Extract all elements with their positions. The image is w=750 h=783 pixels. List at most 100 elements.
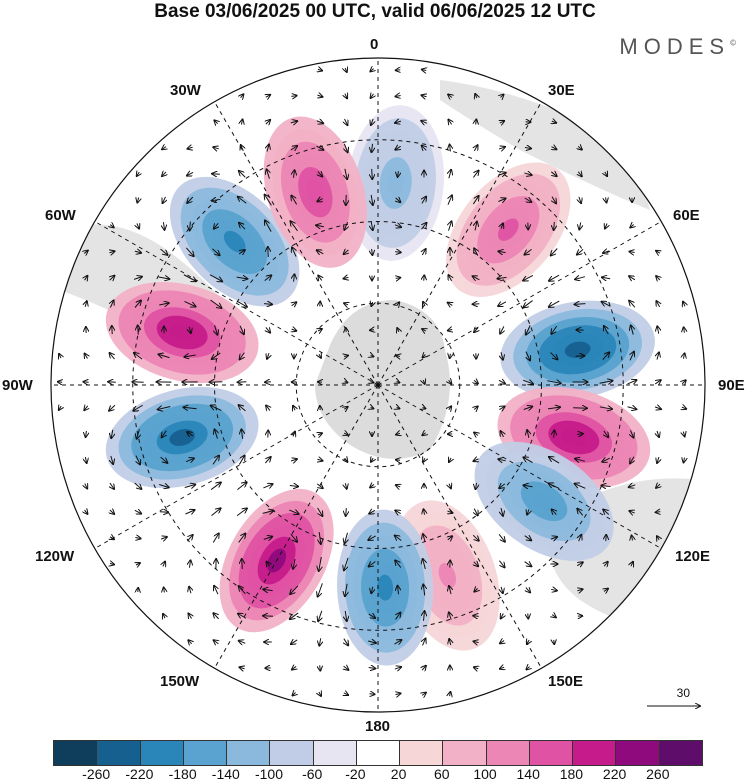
wind-arrow xyxy=(552,196,556,204)
wind-arrow xyxy=(345,118,348,125)
wind-arrow xyxy=(293,559,295,569)
wind-arrow xyxy=(318,610,322,621)
wind-arrow xyxy=(189,326,191,333)
wind-arrow xyxy=(500,121,504,123)
wind-arrow xyxy=(629,511,634,513)
colorbar-swatch xyxy=(573,741,617,765)
wind-arrow xyxy=(422,639,425,646)
wind-arrow xyxy=(473,459,478,461)
wind-arrow xyxy=(448,94,452,97)
wind-arrow xyxy=(290,533,297,542)
wind-arrow xyxy=(163,222,164,230)
wind-arrow xyxy=(422,146,427,151)
wind-arrow xyxy=(263,537,272,540)
wind-arrow xyxy=(421,95,426,96)
wind-arrow xyxy=(240,352,245,360)
wind-arrow xyxy=(449,170,451,179)
wind-arrow xyxy=(575,459,586,462)
wind-arrow xyxy=(214,120,217,123)
wind-arrow xyxy=(371,586,372,593)
wind-arrow xyxy=(184,485,196,488)
reference-vector-label: 30 xyxy=(676,686,690,700)
wind-arrow xyxy=(289,510,298,514)
wind-arrow xyxy=(371,221,373,230)
wind-arrow xyxy=(317,459,322,461)
wind-arrow xyxy=(163,562,165,567)
wind-arrow xyxy=(238,197,247,204)
wind-arrow xyxy=(345,381,348,382)
wind-arrow xyxy=(109,251,114,252)
wind-arrow xyxy=(575,304,586,305)
wind-arrow xyxy=(109,404,116,410)
wind-arrow xyxy=(577,589,582,591)
wind-arrow xyxy=(262,511,274,514)
colorbar-tick-label: 20 xyxy=(390,766,407,782)
colorbar-tick-label: 100 xyxy=(473,766,497,782)
wind-arrow xyxy=(524,198,532,202)
wind-arrow xyxy=(316,484,323,488)
wind-arrow xyxy=(263,484,272,488)
wind-arrow xyxy=(627,380,637,384)
wind-arrow xyxy=(396,485,400,487)
lon-label-120e: 120E xyxy=(675,548,711,565)
anomaly-contour xyxy=(377,574,394,601)
wind-arrow xyxy=(134,482,142,489)
wind-arrow xyxy=(474,432,478,435)
wind-arrow xyxy=(522,380,533,384)
wind-arrow xyxy=(397,381,400,382)
wind-arrow xyxy=(396,433,400,434)
wind-arrow xyxy=(549,300,560,307)
wind-arrow xyxy=(160,537,167,539)
wind-arrow xyxy=(684,327,685,333)
wind-arrow xyxy=(475,482,476,489)
wind-arrow xyxy=(85,301,87,307)
wind-arrow xyxy=(395,510,400,513)
wind-arrow xyxy=(210,299,222,308)
wind-arrow xyxy=(239,667,244,668)
lon-label-30e: 30E xyxy=(548,82,575,99)
wind-arrow xyxy=(602,352,610,360)
wind-arrow xyxy=(501,586,503,593)
wind-arrow xyxy=(395,146,400,149)
wind-arrow xyxy=(318,69,322,70)
wind-arrow xyxy=(552,121,556,123)
wind-arrow xyxy=(682,380,686,383)
wind-arrow xyxy=(110,482,114,489)
wind-arrow xyxy=(110,510,114,514)
wind-arrow xyxy=(267,562,270,567)
wind-arrow xyxy=(265,195,272,206)
wind-arrow xyxy=(547,407,560,409)
wind-arrow xyxy=(372,248,373,255)
wind-arrow xyxy=(629,485,636,487)
lon-label-90w: 90W xyxy=(2,377,33,394)
wind-arrow xyxy=(264,275,272,282)
wind-arrow xyxy=(499,484,506,488)
wind-arrow xyxy=(473,276,480,280)
wind-arrow xyxy=(134,353,143,360)
wind-arrow xyxy=(683,353,684,358)
wind-arrow xyxy=(448,329,452,330)
antarctica-shape xyxy=(315,300,450,459)
wind-arrow xyxy=(319,354,321,358)
wind-arrow xyxy=(318,276,321,281)
wind-arrow xyxy=(110,225,114,228)
wind-arrow xyxy=(604,589,608,592)
wind-arrow xyxy=(238,614,247,619)
wind-arrow xyxy=(578,172,582,177)
wind-arrow xyxy=(423,380,424,384)
wind-arrow xyxy=(630,225,633,228)
wind-arrow xyxy=(554,430,555,438)
wind-arrow xyxy=(654,407,661,409)
colorbar-swatch xyxy=(443,741,487,765)
wind-arrow xyxy=(370,69,373,72)
wind-arrow xyxy=(290,612,299,619)
wind-arrow xyxy=(604,326,608,335)
wind-arrow xyxy=(449,406,451,409)
wind-arrow xyxy=(370,94,373,98)
wind-arrow xyxy=(58,382,62,383)
wind-arrow xyxy=(551,325,558,334)
wind-arrow xyxy=(684,458,685,463)
wind-arrow xyxy=(189,587,191,594)
wind-arrow xyxy=(241,94,244,97)
wind-arrow xyxy=(236,300,247,307)
